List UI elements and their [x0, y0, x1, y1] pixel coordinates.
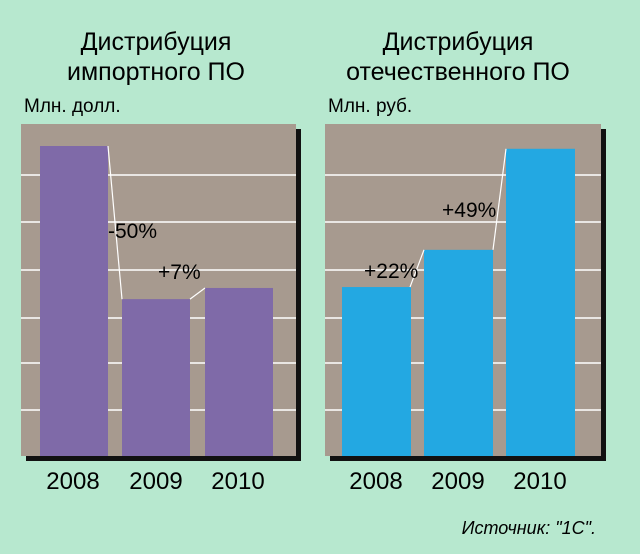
chart-domestic-title-line-1: Дистрибуция: [383, 28, 534, 56]
chart-import-x-tick-2010: 2010: [211, 468, 264, 495]
chart-import-x-tick-2009: 2009: [129, 468, 182, 495]
chart-import-connectors: [107, 145, 206, 300]
chart-domestic-bar-2010: [506, 148, 575, 457]
chart-import-change-label-1: -50%: [108, 220, 157, 243]
chart-import-bars: [40, 146, 273, 456]
chart-import-title-line-2: импортного ПО: [67, 58, 245, 86]
chart-domestic-y-unit: Млн. руб.: [328, 96, 412, 117]
chart-domestic-connectors: [409, 148, 507, 288]
chart-domestic-bar-2009: [424, 249, 493, 456]
chart-import-bar-2008: [40, 146, 108, 456]
chart-domestic-x-tick-2009: 2009: [431, 468, 484, 495]
chart-domestic-bar-2008: [342, 287, 411, 456]
chart-domestic-connector-1: [409, 249, 425, 288]
chart-import-connector-1: [107, 145, 123, 300]
chart-import-bar-2010: [205, 287, 273, 456]
chart-domestic: Дистрибуция отечественного ПО Млн. руб. …: [325, 28, 606, 495]
chart-import-change-label-2: +7%: [158, 261, 201, 284]
chart-domestic-connector-2: [492, 148, 507, 250]
chart-import-x-tick-2008: 2008: [46, 468, 99, 495]
chart-domestic-title-line-2: отечественного ПО: [346, 58, 570, 86]
chart-import-title-line-1: Дистрибуция: [81, 28, 232, 56]
chart-import-y-unit: Млн. долл.: [24, 96, 121, 117]
chart-domestic-x-tick-2010: 2010: [513, 468, 566, 495]
chart-import: Дистрибуция импортного ПО Млн. долл. -50…: [21, 28, 301, 495]
chart-domestic-change-label-1: +22%: [364, 260, 418, 283]
chart-domestic-bars: [342, 148, 575, 457]
source-note: Источник: "1С".: [462, 518, 596, 538]
chart-domestic-x-tick-2008: 2008: [349, 468, 402, 495]
chart-import-bar-2009: [122, 299, 190, 456]
chart-domestic-change-label-2: +49%: [442, 199, 496, 222]
chart-import-connector-2: [189, 287, 206, 300]
